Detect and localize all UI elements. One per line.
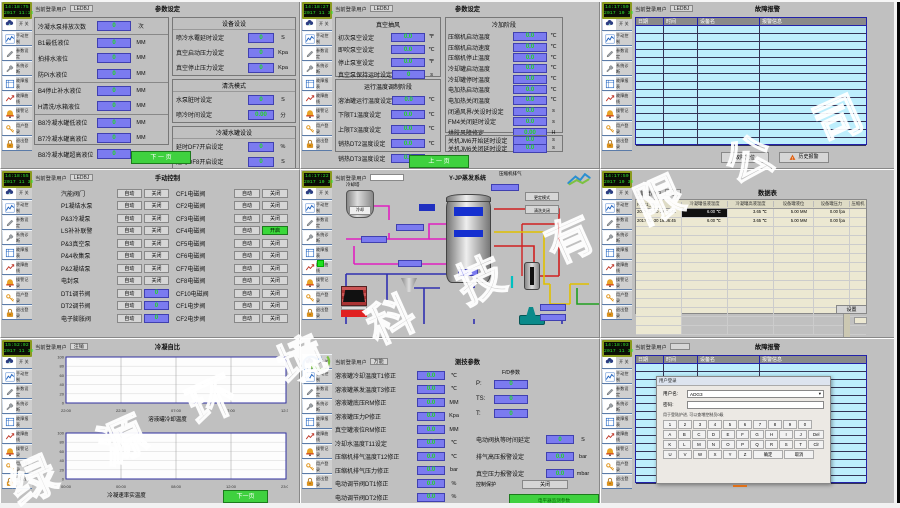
- svg-text:20: 20: [60, 391, 65, 396]
- svg-text:!: !: [792, 156, 793, 160]
- svg-text:12:30: 12:30: [281, 408, 288, 413]
- svg-text:7:00: 7:00: [227, 408, 236, 413]
- svg-text:100: 100: [57, 355, 64, 360]
- svg-text:00:00: 00:00: [116, 484, 127, 489]
- svg-text:60: 60: [60, 449, 65, 454]
- svg-text:80: 80: [60, 364, 65, 369]
- svg-text:20: 20: [60, 467, 65, 472]
- svg-text:100: 100: [57, 431, 64, 436]
- svg-text:0: 0: [62, 401, 65, 406]
- svg-text:40: 40: [60, 458, 65, 463]
- svg-text:60: 60: [60, 373, 65, 378]
- svg-text:0: 0: [62, 477, 65, 482]
- svg-text:12:00: 12:00: [226, 484, 237, 489]
- svg-text:08:00: 08:00: [171, 484, 182, 489]
- svg-text:40: 40: [60, 382, 65, 387]
- svg-text:23:00: 23:00: [281, 484, 288, 489]
- svg-text:80: 80: [60, 440, 65, 445]
- svg-text:00:00: 00:00: [61, 484, 72, 489]
- svg-text:07:00: 07:00: [171, 408, 182, 413]
- svg-text:22:30: 22:30: [116, 408, 127, 413]
- svg-text:22:00: 22:00: [61, 408, 72, 413]
